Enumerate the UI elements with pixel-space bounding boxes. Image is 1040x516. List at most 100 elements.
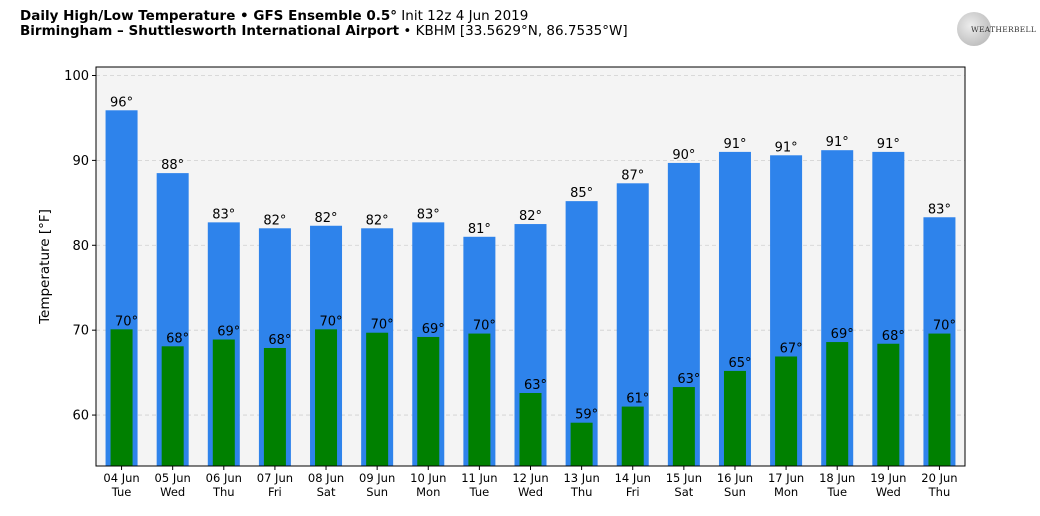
low-data-label: 65° — [728, 356, 751, 371]
low-bar — [570, 422, 593, 466]
x-tick-label-date: 04 Jun — [103, 471, 139, 485]
x-tick-label-day: Tue — [826, 485, 847, 499]
low-bar — [212, 339, 235, 466]
y-tick-label: 80 — [72, 239, 89, 254]
low-bar — [723, 370, 746, 466]
high-data-label: 87° — [621, 168, 644, 183]
low-data-label: 63° — [524, 378, 547, 393]
x-tick-label-day: Mon — [774, 485, 798, 499]
x-tick-label-day: Sun — [366, 485, 388, 499]
high-data-label: 91° — [826, 135, 849, 150]
high-data-label: 91° — [877, 137, 900, 152]
low-bar — [826, 342, 849, 466]
x-tick-label-day: Fri — [268, 485, 282, 499]
low-data-label: 67° — [780, 341, 803, 356]
high-data-label: 83° — [928, 202, 951, 217]
y-tick-label: 90 — [72, 154, 89, 169]
high-data-label: 91° — [723, 137, 746, 152]
low-bar — [417, 336, 440, 466]
chart-subtitle: Birmingham – Shuttlesworth International… — [20, 24, 628, 39]
high-data-label: 82° — [315, 211, 338, 226]
low-bar — [468, 333, 491, 466]
high-data-label: 90° — [672, 148, 695, 163]
logo-text: WEATHERBELL — [971, 25, 1037, 34]
low-data-label: 69° — [831, 327, 854, 342]
x-tick-label-date: 19 Jun — [870, 471, 906, 485]
low-bar — [366, 332, 389, 466]
low-bar — [110, 329, 133, 466]
high-data-label: 82° — [366, 213, 389, 228]
low-bar — [877, 343, 900, 466]
low-data-label: 59° — [575, 408, 598, 423]
x-tick-label-date: 14 Jun — [615, 471, 651, 485]
high-data-label: 81° — [468, 222, 491, 237]
x-tick-label-day: Fri — [626, 485, 640, 499]
low-data-label: 70° — [115, 314, 138, 329]
chart-title: Daily High/Low Temperature • GFS Ensembl… — [20, 9, 528, 24]
x-tick-label-day: Thu — [212, 485, 235, 499]
high-data-label: 96° — [110, 95, 133, 110]
x-tick-label-date: 10 Jun — [410, 471, 446, 485]
station-name: Birmingham – Shuttlesworth International… — [20, 23, 400, 39]
low-data-label: 68° — [882, 329, 905, 344]
x-tick-label-date: 18 Jun — [819, 471, 855, 485]
low-data-label: 63° — [677, 372, 700, 387]
y-tick-label: 100 — [64, 69, 89, 84]
x-tick-label-date: 08 Jun — [308, 471, 344, 485]
high-data-label: 82° — [263, 213, 286, 228]
low-data-label: 70° — [371, 318, 394, 333]
x-tick-label-day: Tue — [469, 485, 490, 499]
high-data-label: 85° — [570, 186, 593, 201]
y-tick-label: 60 — [72, 409, 89, 424]
low-bar — [928, 333, 951, 466]
low-data-label: 61° — [626, 392, 649, 407]
x-tick-label-day: Wed — [160, 485, 185, 499]
x-tick-label-day: Thu — [570, 485, 593, 499]
x-tick-label-day: Sat — [674, 485, 693, 499]
weatherbell-logo: WEATHERBELL — [957, 12, 1036, 46]
high-data-label: 83° — [212, 207, 235, 222]
high-data-label: 91° — [775, 140, 798, 155]
x-tick-label-day: Tue — [111, 485, 132, 499]
low-bar — [621, 406, 644, 466]
chart-title-main: Daily High/Low Temperature • GFS Ensembl… — [20, 8, 391, 24]
low-data-label: 70° — [933, 319, 956, 334]
x-tick-label-day: Wed — [518, 485, 543, 499]
low-bar — [672, 387, 695, 466]
high-bar — [565, 201, 598, 467]
high-data-label: 88° — [161, 158, 184, 173]
low-bar — [263, 347, 286, 466]
x-tick-label-date: 07 Jun — [257, 471, 293, 485]
station-coordinates: • KBHM [33.5629°N, 86.7535°W] — [399, 23, 628, 39]
low-bar — [161, 346, 184, 466]
y-tick-label: 70 — [72, 324, 89, 339]
logo-globe-icon — [957, 12, 991, 46]
x-tick-label-date: 09 Jun — [359, 471, 395, 485]
low-data-label: 69° — [217, 325, 240, 340]
low-data-label: 69° — [422, 322, 445, 337]
chart-title-init: Init 12z 4 Jun 2019 — [397, 8, 529, 24]
high-data-label: 83° — [417, 207, 440, 222]
x-tick-label-date: 05 Jun — [155, 471, 191, 485]
x-tick-label-day: Thu — [928, 485, 951, 499]
low-data-label: 68° — [166, 331, 189, 346]
x-tick-label-date: 17 Jun — [768, 471, 804, 485]
low-data-label: 70° — [473, 319, 496, 334]
plot-frame — [95, 66, 966, 467]
low-data-label: 68° — [268, 333, 291, 348]
x-tick-label-date: 06 Jun — [206, 471, 242, 485]
y-axis-label: Temperature [°F] — [37, 209, 53, 325]
x-tick-label-date: 15 Jun — [666, 471, 702, 485]
x-tick-label-date: 11 Jun — [461, 471, 497, 485]
chart-title-degree: ° — [390, 8, 398, 24]
low-bar — [775, 356, 798, 466]
low-data-label: 70° — [320, 314, 343, 329]
x-tick-label-day: Sat — [317, 485, 336, 499]
x-tick-label-day: Mon — [416, 485, 440, 499]
x-tick-label-date: 12 Jun — [512, 471, 548, 485]
x-tick-label-date: 13 Jun — [563, 471, 599, 485]
x-tick-label-date: 16 Jun — [717, 471, 753, 485]
low-bar — [519, 392, 542, 466]
x-tick-label-day: Wed — [876, 485, 901, 499]
